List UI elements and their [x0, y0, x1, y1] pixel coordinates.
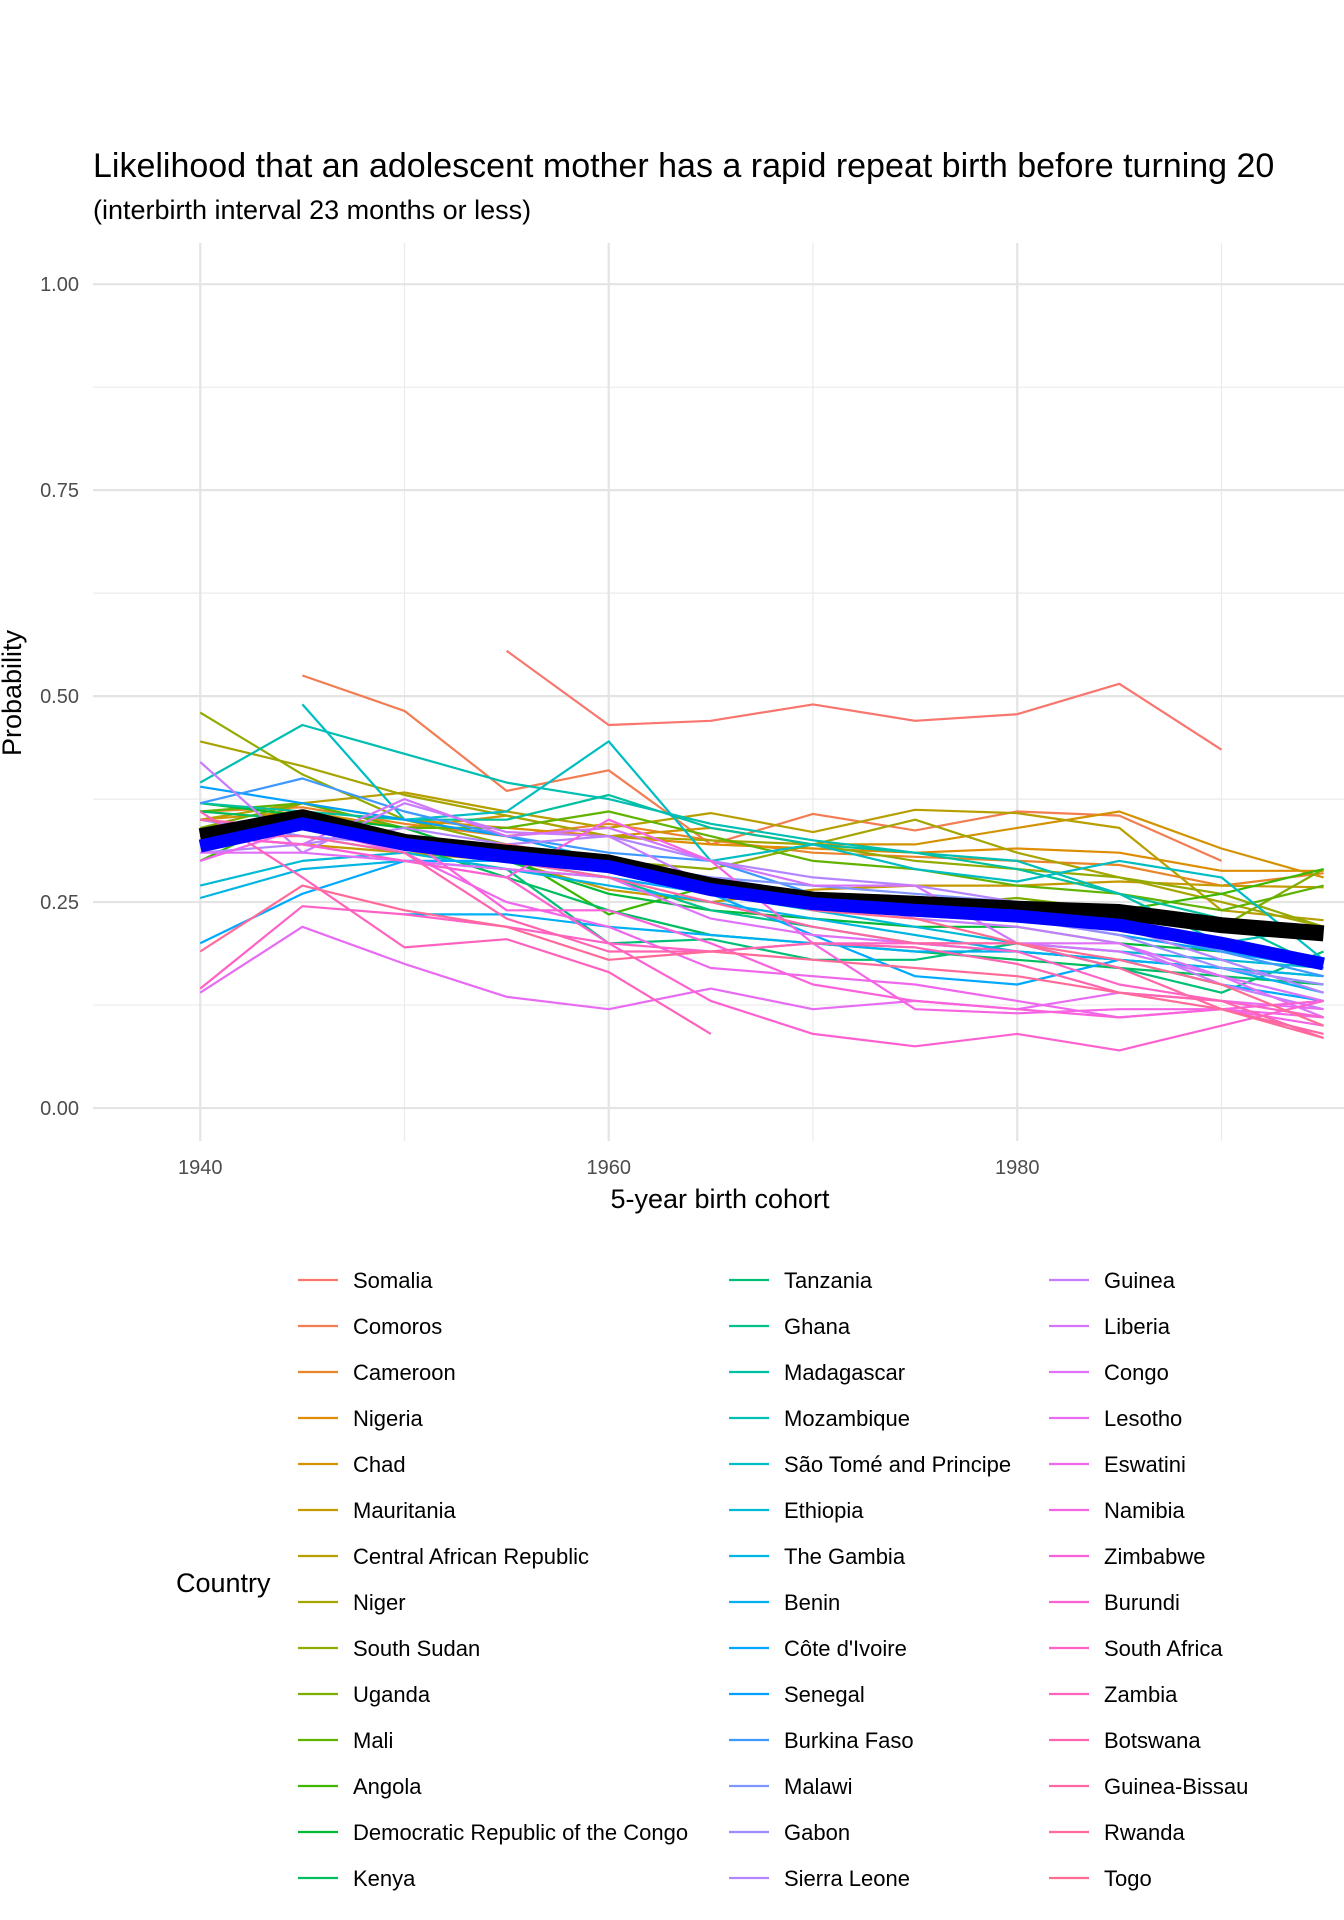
legend-label: South Africa	[1104, 1636, 1223, 1661]
y-axis-title: Probability	[0, 629, 27, 756]
series-line-botswana	[200, 835, 1324, 1040]
legend-label: South Sudan	[353, 1636, 480, 1661]
legend-label: Cameroon	[353, 1360, 456, 1385]
legend-label: The Gambia	[784, 1544, 906, 1569]
legend-label: Kenya	[353, 1866, 416, 1891]
legend-label: Central African Republic	[353, 1544, 589, 1569]
legend-title: Country	[176, 1568, 271, 1598]
legend-label: Rwanda	[1104, 1820, 1185, 1845]
series-line-comoros	[302, 674, 1222, 862]
x-tick-label: 1960	[586, 1157, 631, 1179]
series-lines	[199, 649, 1325, 1052]
legend-label: Congo	[1104, 1360, 1169, 1385]
legend-label: Ghana	[784, 1314, 851, 1339]
legend-label: Ethiopia	[784, 1498, 864, 1523]
series-line-mali	[200, 802, 1324, 912]
legend-label: Côte d'Ivoire	[784, 1636, 907, 1661]
series-line-congo	[200, 851, 1325, 1019]
legend-label: Burundi	[1104, 1590, 1180, 1615]
y-tick-label: 0.25	[40, 892, 79, 914]
legend-label: Sierra Leone	[784, 1866, 910, 1891]
series-line-zambia	[199, 810, 712, 1035]
legend-label: Niger	[353, 1590, 406, 1615]
legend-label: Zimbabwe	[1104, 1544, 1205, 1569]
series-line-somalia	[505, 649, 1223, 751]
x-axis-tick-labels: 1940 1960 1980	[178, 1157, 1039, 1179]
legend-label: Gabon	[784, 1820, 850, 1845]
y-tick-label: 1.00	[40, 274, 79, 296]
legend-label: Senegal	[784, 1682, 865, 1707]
summary-line-average	[198, 817, 1325, 971]
legend-label: Uganda	[353, 1682, 431, 1707]
chart-title: Likelihood that an adolescent mother has…	[93, 147, 1274, 185]
y-axis-tick-labels: 0.00 0.25 0.50 0.75 1.00	[40, 274, 79, 1120]
legend-label: Mauritania	[353, 1498, 456, 1523]
series-line-madagascar	[200, 793, 1325, 969]
summary-lines	[198, 809, 1325, 971]
series-line-liberia	[301, 798, 1324, 1002]
legend-label: Burkina Faso	[784, 1728, 914, 1753]
minor-grid	[93, 243, 1344, 1141]
chart-subtitle: (interbirth interval 23 months or less)	[93, 195, 531, 225]
legend-label: Lesotho	[1104, 1406, 1182, 1431]
legend-label: Tanzania	[784, 1268, 873, 1293]
legend-label: Benin	[784, 1590, 840, 1615]
legend-label: Chad	[353, 1452, 406, 1477]
legend-label: Somalia	[353, 1268, 433, 1293]
legend-label: São Tomé and Principe	[784, 1452, 1011, 1477]
series-line-niger	[199, 740, 1324, 928]
x-tick-label: 1980	[995, 1157, 1040, 1179]
series-line-mozambique	[199, 723, 1324, 945]
legend-label: Mozambique	[784, 1406, 910, 1431]
legend-label: Nigeria	[353, 1406, 423, 1431]
y-tick-label: 0.75	[40, 480, 79, 502]
legend-label: Guinea	[1104, 1268, 1176, 1293]
series-line-rwanda	[199, 884, 1324, 1040]
legend-label: Togo	[1104, 1866, 1152, 1891]
legend-label: Democratic Republic of the Congo	[353, 1820, 688, 1845]
legend-label: Zambia	[1104, 1682, 1178, 1707]
major-grid	[93, 243, 1344, 1141]
legend: Somalia Comoros Cameroon Nigeria Chad Maurita…	[298, 1268, 1248, 1891]
legend-label: Mali	[353, 1728, 393, 1753]
legend-label: Guinea-Bissau	[1104, 1774, 1248, 1799]
legend-label: Eswatini	[1104, 1452, 1186, 1477]
legend-label: Botswana	[1104, 1728, 1201, 1753]
series-line-s-o-tom-and-principe	[301, 703, 1325, 961]
x-tick-label: 1940	[178, 1157, 223, 1179]
y-tick-label: 0.50	[40, 686, 79, 708]
x-axis-title: 5-year birth cohort	[610, 1184, 830, 1214]
legend-label: Namibia	[1104, 1498, 1185, 1523]
series-line-central-african-republic	[200, 791, 1324, 922]
legend-label: Malawi	[784, 1774, 852, 1799]
legend-label: Madagascar	[784, 1360, 905, 1385]
y-tick-label: 0.00	[40, 1098, 79, 1120]
legend-label: Comoros	[353, 1314, 442, 1339]
legend-label: Angola	[353, 1774, 422, 1799]
series-line-burundi	[200, 835, 1324, 1052]
legend-label: Liberia	[1104, 1314, 1171, 1339]
